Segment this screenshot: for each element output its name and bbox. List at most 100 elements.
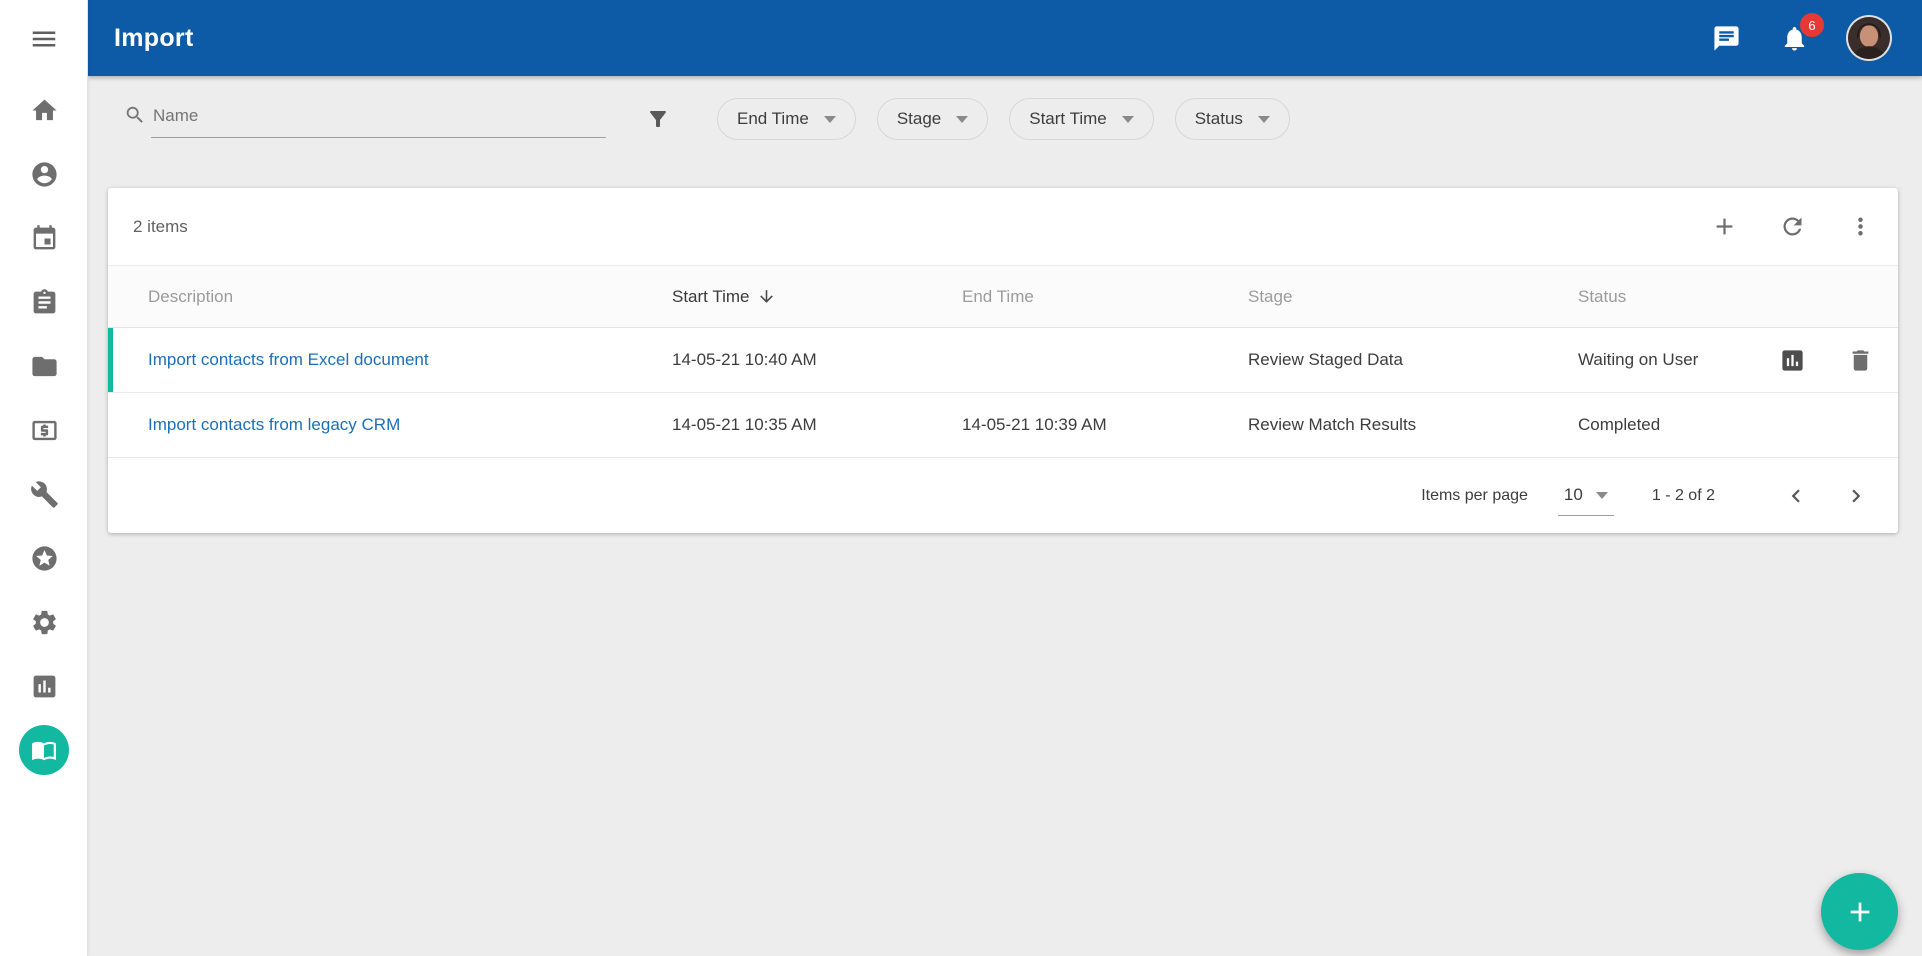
filter-chips: End Time Stage Start Time Status [717,98,1290,140]
pagination-range: 1 - 2 of 2 [1651,486,1715,504]
chip-label: Start Time [1029,109,1107,128]
calendar-icon [33,224,55,249]
status-cell: Completed [1578,415,1661,434]
bar-chart-icon [33,675,55,697]
bell-icon [1784,26,1804,51]
folder-icon [31,356,57,376]
search-icon [124,104,146,126]
more-options-button[interactable] [1847,213,1874,240]
items-per-page-label: Items per page [1421,486,1528,504]
chevron-down-icon [1257,115,1270,123]
start-time-cell: 14-05-21 10:40 AM [672,350,817,369]
add-import-fab[interactable] [1821,873,1898,950]
sidebar-item-tools[interactable] [0,462,88,526]
sidebar-item-contacts[interactable] [0,142,88,206]
sidebar [0,0,88,956]
column-header-stage[interactable]: Stage [1248,286,1293,306]
chevron-right-icon [1852,489,1861,502]
hamburger-icon [32,31,56,47]
stage-cell: Review Match Results [1248,415,1417,434]
description-cell: Import contacts from legacy CRM [108,415,672,435]
column-header-start-time[interactable]: Start Time [672,287,962,307]
description-cell: Import contacts from Excel document [108,350,672,370]
filter-chip-start-time[interactable]: Start Time [1009,98,1154,140]
assessment-icon [1781,349,1803,371]
refresh-button[interactable] [1779,213,1806,240]
import-job-link[interactable]: Import contacts from legacy CRM [148,415,401,434]
search-field [124,100,606,138]
chip-label: Stage [896,109,942,128]
import-book-icon [32,741,56,761]
gear-icon [32,610,56,634]
page-title: Import [114,23,194,52]
view-results-button[interactable] [1778,346,1806,374]
plus-icon [1850,902,1869,921]
table-row: Import contacts from Excel document 14-0… [108,328,1898,393]
star-circle-icon [31,545,57,571]
filter-chip-stage[interactable]: Stage [876,98,989,140]
filter-bar: End Time Stage Start Time Status [88,76,1922,162]
column-header-label: Start Time [672,286,750,306]
chevron-down-icon [1121,115,1134,123]
end-time-cell: 14-05-21 10:39 AM [962,415,1107,434]
start-time-cell: 14-05-21 10:35 AM [672,415,817,434]
search-input[interactable] [151,100,606,138]
notifications-button[interactable]: 6 [1778,13,1824,54]
status-cell: Waiting on User [1578,350,1699,369]
table-row: Import contacts from legacy CRM 14-05-21… [108,393,1898,458]
table-header-row: Description Start Time End Time Stage St… [108,266,1898,328]
results-card: 2 items Description Start Time End Time [108,188,1898,533]
wrench-icon [30,480,58,508]
pagination-bar: Items per page 10 1 - 2 of 2 [108,458,1898,533]
top-bar: Import 6 [88,0,1922,76]
chevron-down-icon [823,115,836,123]
chevron-left-icon [1791,489,1800,502]
chip-label: End Time [737,109,809,128]
stage-cell: Review Staged Data [1248,350,1403,369]
home-icon [31,99,57,120]
clipboard-icon [33,288,55,313]
plus-icon [1716,218,1733,235]
chevron-down-icon [1595,491,1608,499]
sidebar-item-featured[interactable] [0,526,88,590]
trash-icon [1852,349,1868,371]
column-header-description[interactable]: Description [148,286,234,306]
payments-icon [31,420,57,440]
column-header-end-time[interactable]: End Time [962,286,1034,306]
column-header-status[interactable]: Status [1578,286,1627,306]
menu-button[interactable] [0,0,88,78]
row-actions [1778,346,1898,374]
sidebar-item-reports[interactable] [0,654,88,718]
sidebar-item-settings[interactable] [0,590,88,654]
toolbar-actions [1711,213,1874,240]
top-bar-actions: 6 [1710,13,1922,61]
add-button[interactable] [1711,213,1738,240]
sidebar-item-payments[interactable] [0,398,88,462]
previous-page-button[interactable] [1781,481,1811,511]
notification-badge: 6 [1800,13,1824,37]
chip-label: Status [1194,109,1243,128]
kebab-menu-icon [1858,217,1863,236]
items-per-page-select[interactable]: 10 [1557,485,1614,516]
sidebar-item-import-active[interactable] [0,718,88,782]
filter-chip-status[interactable]: Status [1174,98,1290,140]
sidebar-item-calendar[interactable] [0,206,88,270]
filter-chip-end-time[interactable]: End Time [717,98,856,140]
avatar-image [1848,17,1890,59]
page-size-value: 10 [1563,485,1583,504]
messages-button[interactable] [1710,22,1742,54]
next-page-button[interactable] [1841,481,1871,511]
filter-funnel-icon[interactable] [646,107,670,131]
sidebar-item-home[interactable] [0,78,88,142]
sidebar-item-files[interactable] [0,334,88,398]
delete-button[interactable] [1846,346,1874,374]
item-count: 2 items [133,216,188,236]
import-job-link[interactable]: Import contacts from Excel document [148,350,429,369]
refresh-icon [1783,217,1802,236]
user-avatar[interactable] [1846,15,1892,61]
account-circle-icon [31,161,57,187]
sidebar-item-tasks[interactable] [0,270,88,334]
chevron-down-icon [956,115,969,123]
active-item-highlight [19,725,69,775]
